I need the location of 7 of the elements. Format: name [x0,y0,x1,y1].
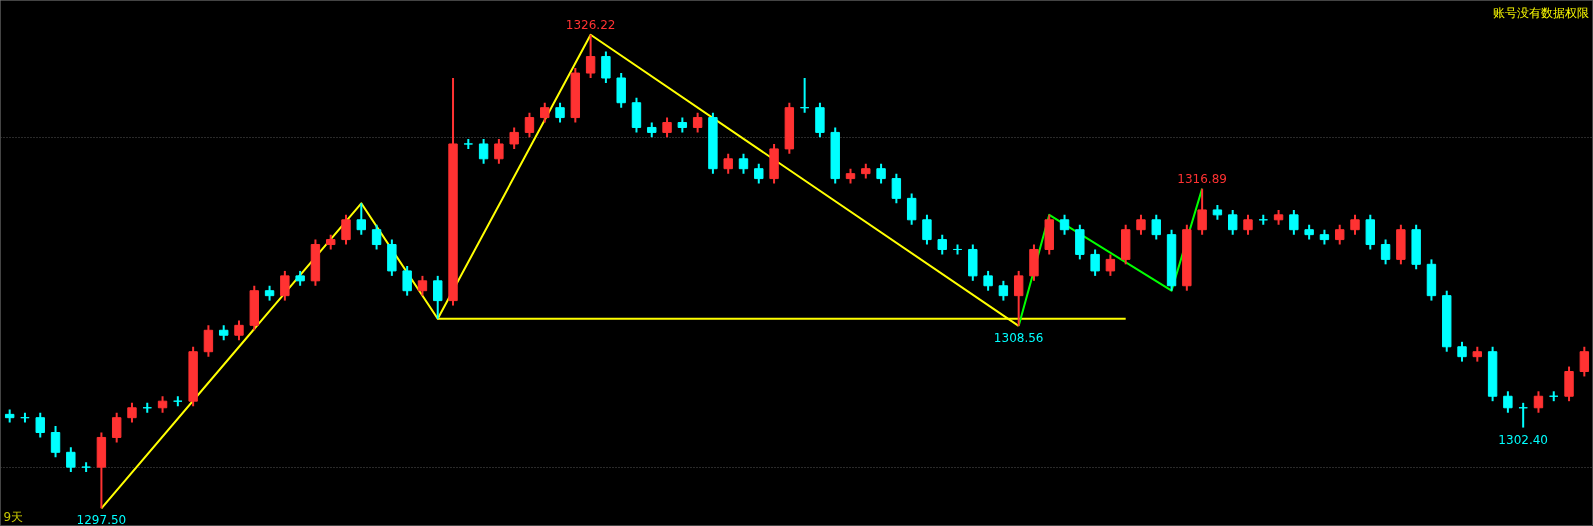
annotation: 1316.89 [1177,171,1227,186]
annotation: 1308.56 [993,330,1044,345]
annotation: 1297.50 [76,513,127,526]
annotation: 1326.22 [565,17,616,32]
annotation: 账号没有数据权限 [1492,5,1589,20]
annotation: 1302.40 [1498,432,1548,447]
annotation: 9天 [3,509,24,524]
